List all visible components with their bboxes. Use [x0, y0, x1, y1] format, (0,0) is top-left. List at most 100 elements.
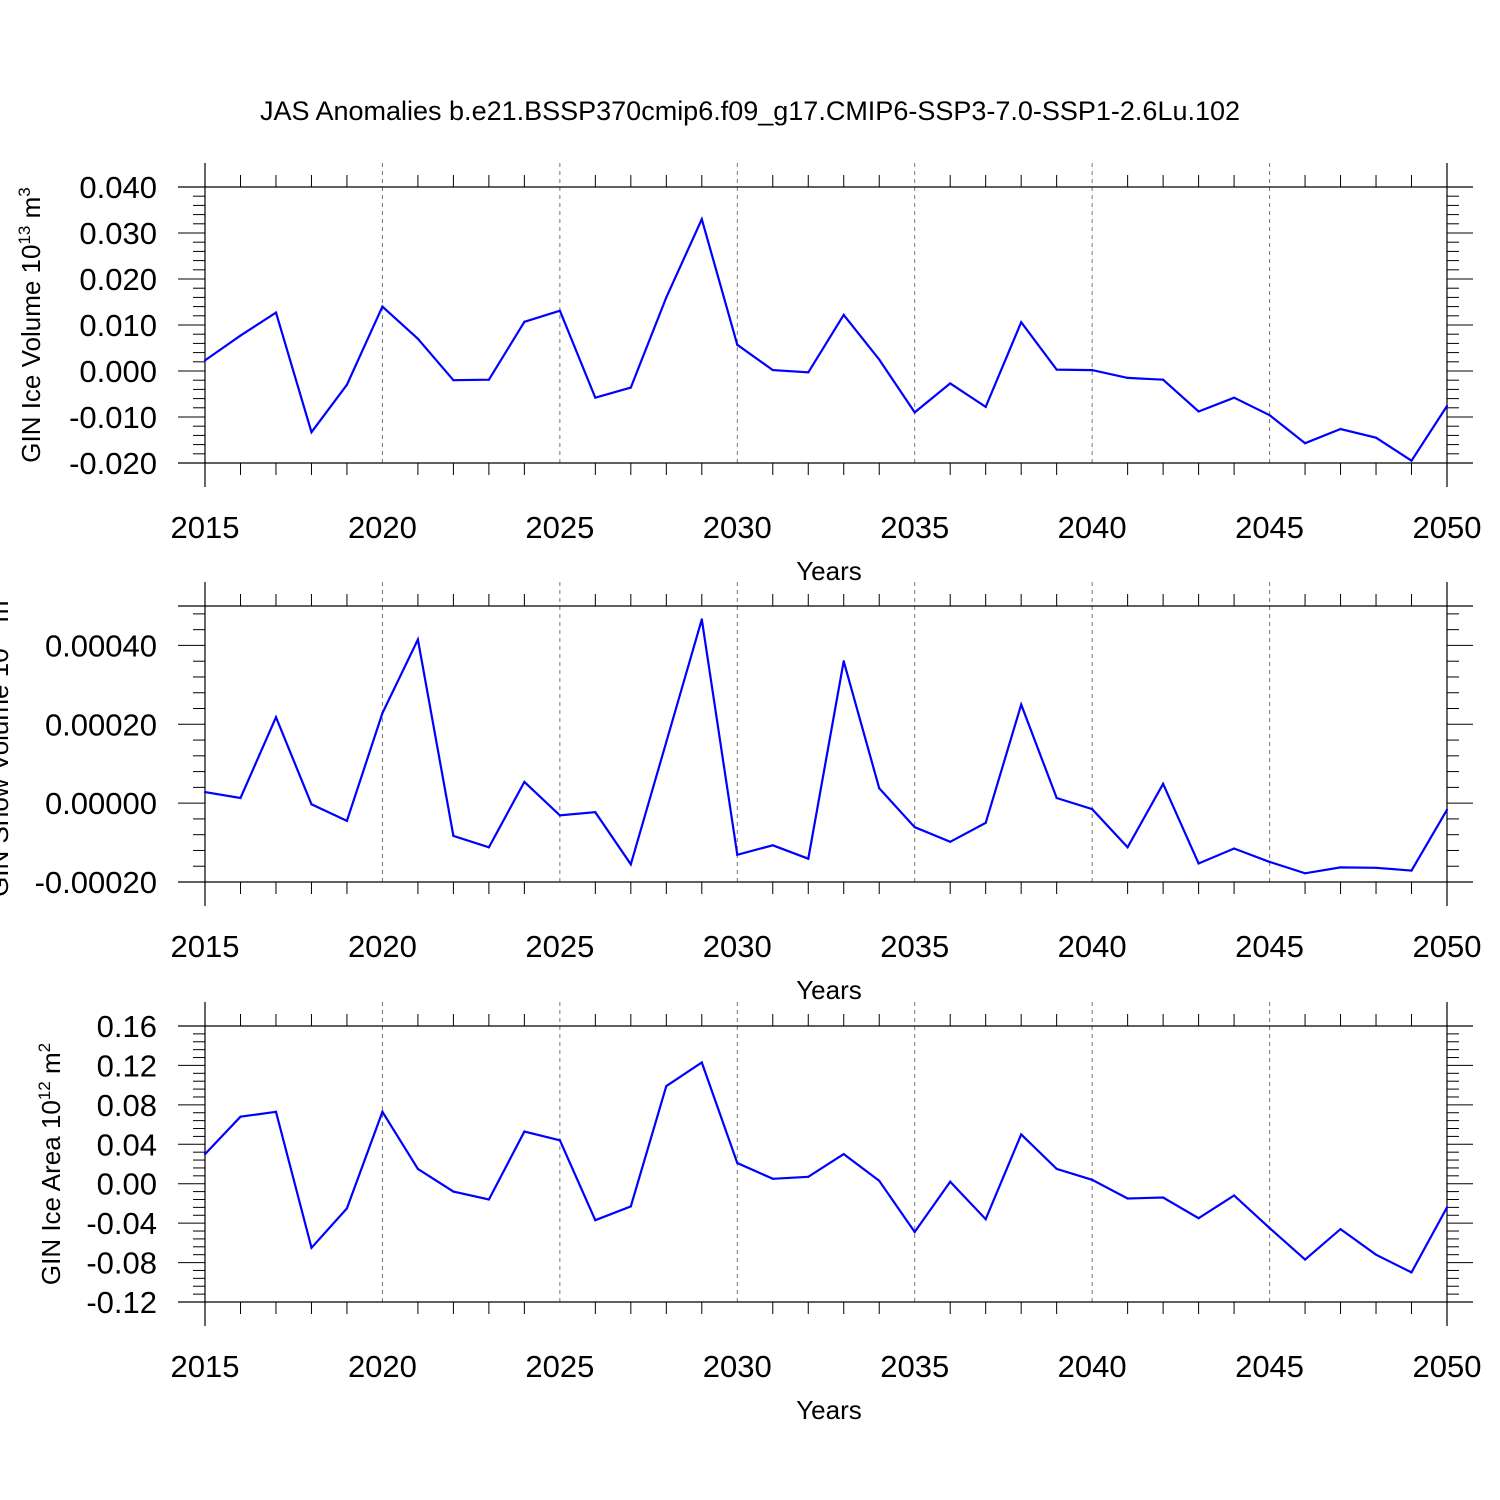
- data-point: [1055, 368, 1058, 371]
- data-point: [1374, 436, 1378, 439]
- data-point: [1303, 442, 1307, 445]
- x-tick-label: 2050: [1413, 1349, 1482, 1384]
- data-point: [558, 814, 561, 817]
- x-axis-title: Years: [796, 556, 862, 586]
- data-point: [203, 791, 207, 794]
- y-tick-label: 0.040: [79, 170, 157, 205]
- data-point: [807, 1175, 810, 1178]
- data-point: [239, 334, 242, 337]
- data-point: [1268, 1226, 1271, 1230]
- data-point: [274, 1110, 278, 1113]
- data-point: [1197, 862, 1200, 865]
- data-point: [665, 296, 668, 299]
- data-point: [310, 431, 313, 434]
- data-point: [629, 386, 632, 389]
- data-point: [1162, 782, 1165, 785]
- data-point: [523, 1130, 526, 1133]
- data-point: [949, 382, 952, 385]
- data-point: [1091, 368, 1094, 372]
- data-point: [984, 1218, 987, 1221]
- data-point: [452, 834, 455, 837]
- data-point: [416, 638, 420, 641]
- data-point: [1268, 860, 1271, 863]
- y-tick-label: 0.00: [97, 1167, 157, 1202]
- data-point: [1162, 378, 1165, 381]
- data-point: [700, 218, 703, 221]
- data-point: [1055, 1167, 1058, 1171]
- x-tick-label: 2035: [880, 929, 949, 964]
- data-point: [842, 313, 845, 316]
- y-axis-title: GIN Snow Volume 1013 m3: [0, 591, 14, 897]
- data-point: [558, 309, 561, 312]
- data-point: [1410, 1271, 1413, 1274]
- x-tick-label: 2030: [703, 929, 772, 964]
- data-point: [700, 1061, 703, 1064]
- y-tick-label: -0.00020: [35, 865, 157, 900]
- data-point: [1126, 1197, 1129, 1200]
- y-tick-label: 0.12: [97, 1048, 157, 1083]
- y-tick-label: 0.16: [97, 1009, 157, 1044]
- data-point: [878, 787, 881, 790]
- x-tick-label: 2030: [703, 510, 772, 545]
- data-point: [913, 826, 916, 829]
- y-tick-label: 0.08: [97, 1088, 157, 1123]
- data-point: [594, 811, 597, 814]
- data-point: [1091, 807, 1094, 811]
- data-point: [842, 1153, 845, 1156]
- x-axis-title: Years: [796, 975, 862, 1005]
- data-point: [1020, 321, 1023, 324]
- data-point: [558, 1139, 561, 1142]
- y-tick-label: -0.020: [69, 446, 157, 481]
- data-point: [1055, 796, 1058, 800]
- data-point: [452, 379, 455, 382]
- data-point: [452, 1190, 455, 1193]
- y-tick-label: -0.010: [69, 400, 157, 435]
- data-point: [416, 1167, 420, 1171]
- x-tick-label: 2015: [171, 510, 240, 545]
- data-point: [1162, 1196, 1165, 1199]
- data-point: [1232, 1194, 1236, 1197]
- x-tick-label: 2025: [525, 510, 594, 545]
- data-point: [1126, 846, 1129, 849]
- y-axis-title: GIN Ice Volume 1013 m3: [15, 187, 46, 463]
- panel-snow-volume: 2015 2020 2025 2030 2035 2040 2045 2050 -0.00020…: [0, 582, 1481, 1005]
- data-point: [345, 819, 349, 822]
- x-tick-label: 2040: [1058, 510, 1127, 545]
- data-point: [913, 1230, 916, 1234]
- x-axis-title: Years: [796, 1395, 862, 1425]
- y-tick-label: 0.020: [79, 262, 157, 297]
- panel-ice-volume: 2015 2020 2025 2030 2035 2040 2045 2050 -0.020 -0…: [15, 163, 1481, 586]
- y-tick-label: 0.010: [79, 308, 157, 343]
- data-point: [700, 618, 703, 621]
- data-point: [1232, 396, 1236, 399]
- y-tick-label: -0.12: [86, 1285, 157, 1320]
- data-point: [1445, 404, 1449, 408]
- data-point: [523, 320, 526, 323]
- data-point: [913, 411, 916, 414]
- data-point: [274, 311, 278, 314]
- data-point: [203, 359, 207, 362]
- data-point: [1445, 1206, 1449, 1209]
- x-tick-label: 2035: [880, 510, 949, 545]
- data-point: [1020, 703, 1023, 706]
- x-tick-label: 2025: [525, 1349, 594, 1384]
- x-tick-label: 2015: [171, 1349, 240, 1384]
- x-tick-label: 2030: [703, 1349, 772, 1384]
- series-line: [204, 216, 1448, 463]
- data-point: [274, 716, 278, 719]
- data-point: [487, 1198, 490, 1201]
- y-tick-label: 0.00000: [45, 786, 157, 821]
- data-point: [736, 343, 739, 346]
- x-tick-label: 2045: [1235, 1349, 1304, 1384]
- data-point: [771, 368, 774, 372]
- data-point: [665, 740, 668, 744]
- data-point: [1339, 427, 1342, 431]
- data-point: [1197, 1217, 1200, 1220]
- data-point: [1374, 866, 1378, 869]
- x-tick-label: 2025: [525, 929, 594, 964]
- data-point: [381, 1110, 384, 1113]
- x-tick-label: 2040: [1058, 1349, 1127, 1384]
- data-point: [487, 846, 490, 849]
- chart-title: JAS Anomalies b.e21.BSSP370cmip6.f09_g17…: [259, 96, 1241, 126]
